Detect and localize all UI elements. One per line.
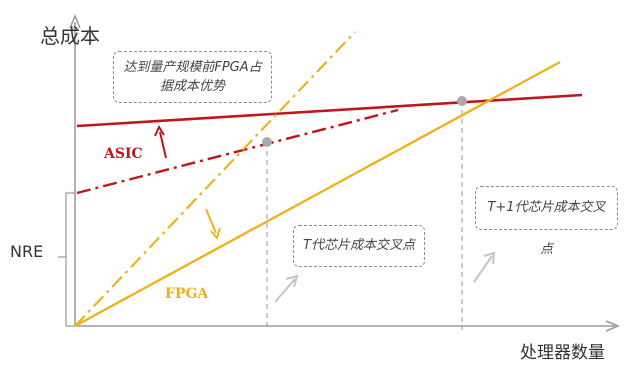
t-callout-pointer bbox=[274, 278, 296, 303]
fpga-cost-line bbox=[74, 60, 561, 328]
x-axis-label: 处理器数量 bbox=[520, 343, 605, 363]
asic-cost-line bbox=[76, 93, 583, 128]
y-axis-arrow bbox=[69, 14, 81, 29]
t1-crossover-callout: T+1代芯片成本交叉点 bbox=[475, 186, 618, 257]
asic-shift-arrowhead bbox=[154, 124, 165, 137]
fpga-advantage-callout: 达到量产规模前FPGA占据成本优势 bbox=[113, 51, 272, 103]
asic-shift-arrow bbox=[159, 131, 167, 159]
t-callout-pointer-head bbox=[285, 274, 299, 288]
t1-callout-pointer-head bbox=[483, 251, 496, 265]
y-axis-label: 总成本 bbox=[40, 24, 100, 48]
fpga-label: FPGA bbox=[165, 286, 209, 302]
fpga-shift-arrowhead bbox=[210, 227, 221, 241]
t1-crossover-point bbox=[457, 96, 467, 106]
asic-prev-cost-line bbox=[76, 108, 399, 195]
nre-bracket bbox=[65, 192, 75, 327]
fpga-shift-arrow bbox=[205, 208, 217, 234]
x-axis-arrow bbox=[605, 320, 620, 332]
t1-callout-pointer bbox=[473, 255, 493, 283]
nre-label: NRE bbox=[10, 242, 44, 261]
fpga-prev-cost-line bbox=[74, 31, 356, 327]
t-crossover-callout: T代芯片成本交叉点 bbox=[293, 225, 425, 267]
asic-label: ASIC bbox=[104, 146, 143, 162]
t-crossover-point bbox=[262, 137, 272, 147]
